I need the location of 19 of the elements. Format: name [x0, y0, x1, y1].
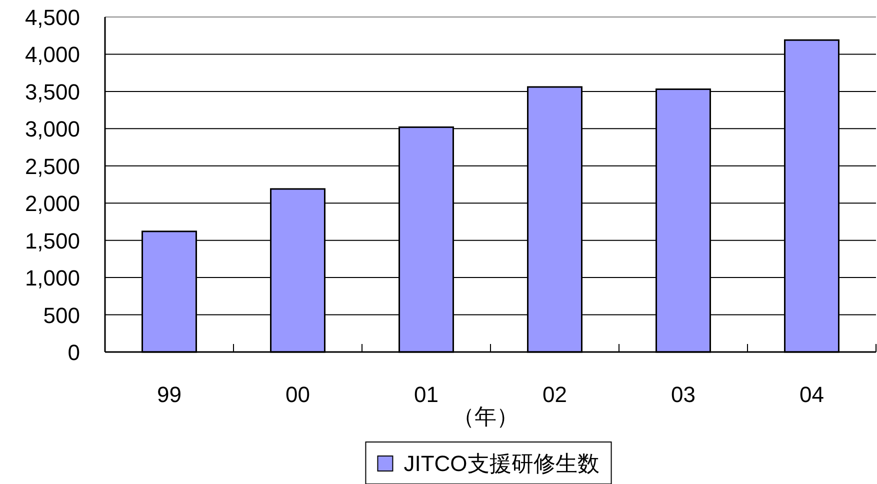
x-tick-label: 02 [542, 382, 567, 407]
y-tick-label: 2,000 [24, 191, 80, 216]
legend-label: JITCO支援研修生数 [404, 451, 600, 476]
legend: JITCO支援研修生数 [365, 442, 612, 484]
x-tick-label: 00 [286, 382, 310, 407]
y-tick-label: 1,500 [24, 228, 80, 254]
y-tick-label: 0 [68, 340, 80, 365]
x-axis-title: （年） [452, 404, 518, 429]
x-tick-label: 01 [414, 382, 438, 407]
x-tick-label: 04 [800, 382, 824, 407]
x-tick-label: 99 [157, 382, 182, 407]
y-tick-label: 3,500 [24, 79, 80, 104]
y-tick-label: 3,000 [24, 116, 80, 142]
y-tick-label: 4,000 [24, 42, 80, 68]
x-tick-label: 03 [671, 382, 696, 407]
y-tick-label: 500 [43, 302, 80, 328]
y-tick-label: 1,000 [24, 266, 80, 291]
y-tick-label: 4,500 [24, 5, 80, 30]
y-tick-label: 2,500 [24, 154, 80, 179]
